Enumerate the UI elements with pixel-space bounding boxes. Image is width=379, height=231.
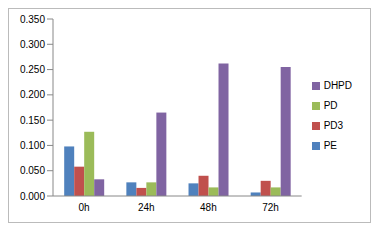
svg-text:0.200: 0.200: [20, 89, 45, 100]
svg-text:48h: 48h: [200, 202, 217, 213]
svg-text:0.000: 0.000: [20, 191, 45, 202]
svg-text:0.100: 0.100: [20, 140, 45, 151]
html-text:PE: PE: [323, 139, 337, 151]
svg-text:0.250: 0.250: [20, 64, 45, 75]
svg-text:0.150: 0.150: [20, 115, 45, 126]
svg-text:0.350: 0.350: [20, 14, 45, 25]
svg-text:72h: 72h: [262, 202, 279, 213]
svg-text:0h: 0h: [79, 202, 90, 213]
svg-text:0.300: 0.300: [20, 39, 45, 50]
html-text:PD3: PD3: [323, 119, 344, 131]
html-text:PD: PD: [323, 99, 338, 111]
svg-text:24h: 24h: [138, 202, 155, 213]
html-text:DHPD: DHPD: [323, 79, 352, 91]
svg-text:0.050: 0.050: [20, 165, 45, 176]
